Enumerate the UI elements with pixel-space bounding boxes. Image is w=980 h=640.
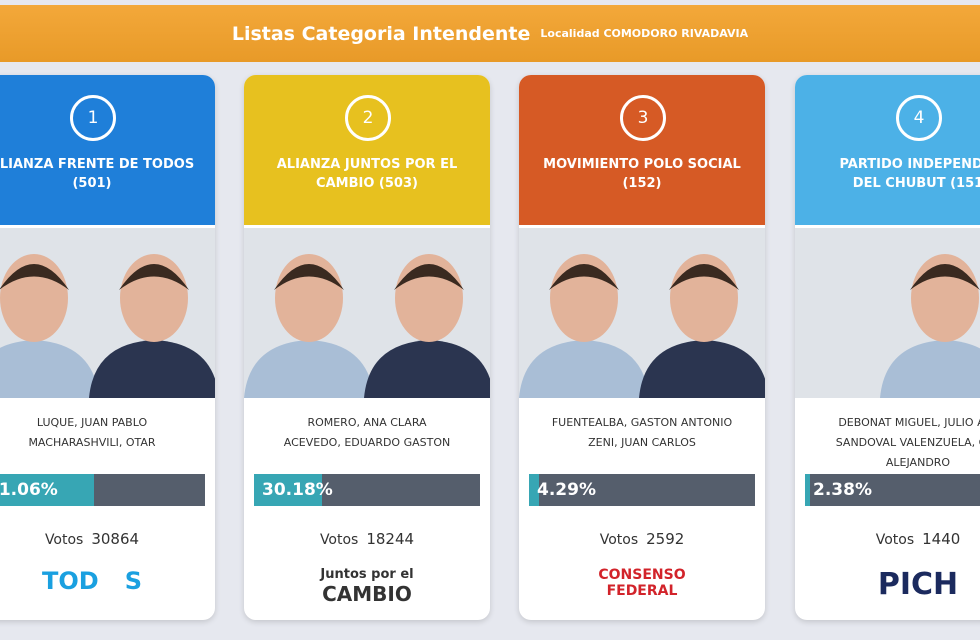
votes: Votos 18244 [244, 530, 490, 548]
votes: Votos 2592 [519, 530, 765, 548]
percent-fill [254, 474, 323, 506]
logo-text: CONSENSO [598, 567, 686, 583]
votes-label: Votos [319, 532, 359, 548]
candidate-name: ACEVEDO, EDUARDO GASTON [283, 436, 451, 449]
header-locality: Localidad COMODORO RIVADAVIA [540, 27, 749, 40]
person-hair [274, 264, 344, 290]
candidate-name: MACHARASHVILI, OTAR [28, 436, 156, 449]
party-line: ALIANZA JUNTOS POR EL [276, 157, 458, 172]
percent-bar: 2.38% [805, 474, 980, 506]
party-line: PARTIDO INDEPENDIE [839, 157, 980, 172]
party-line: (501) [72, 176, 112, 191]
party-logo: Juntos por el CAMBIO [244, 567, 490, 606]
person-body [244, 340, 374, 398]
party-line: (152) [622, 176, 662, 191]
person-body [639, 340, 765, 398]
votes-label: Votos [44, 532, 84, 548]
person-body [364, 340, 490, 398]
logo-text: PICH [877, 567, 959, 602]
party-logo: PICH [795, 567, 980, 602]
percent-label: 30.18% [262, 480, 333, 500]
candidate-name: ROMERO, ANA CLARA [307, 416, 427, 429]
list-number: 3 [620, 95, 666, 141]
person-hair [549, 264, 619, 290]
party-name: MOVIMIENTO POLO SOCIAL (152) [519, 155, 765, 193]
percent-label: 51.06% [0, 480, 58, 500]
votes-count: 30864 [91, 530, 140, 548]
logo-text: TOD [42, 567, 99, 595]
candidates: ROMERO, ANA CLARA ACEVEDO, EDUARDO GASTON [244, 413, 490, 453]
candidate-photo [244, 228, 490, 398]
candidate-photo [795, 228, 980, 398]
logo-text: Juntos por el [320, 567, 414, 582]
card-header: 3 MOVIMIENTO POLO SOCIAL (152) [519, 75, 765, 225]
party-logo: CONSENSO FEDERAL [519, 567, 765, 599]
party-line: ALIANZA FRENTE DE TODOS [0, 157, 195, 172]
card-header: 4 PARTIDO INDEPENDIE DEL CHUBUT (151 [795, 75, 980, 225]
candidate-name: DEBONAT MIGUEL, JULIO ALE [838, 416, 980, 429]
header: Listas Categoria Intendente Localidad CO… [0, 5, 980, 62]
percent-bar: 4.29% [529, 474, 755, 506]
percent-label: 2.38% [813, 480, 872, 500]
logo-text: CAMBIO [322, 582, 412, 606]
candidate-name: SANDOVAL VALENZUELA, CLA [835, 436, 980, 449]
person-body [519, 340, 649, 398]
card-header: 2 ALIANZA JUNTOS POR EL CAMBIO (503) [244, 75, 490, 225]
person-hair [394, 264, 464, 290]
list-number: 4 [896, 95, 942, 141]
candidate-photo [0, 228, 215, 398]
candidates: FUENTEALBA, GASTON ANTONIO ZENI, JUAN CAR… [519, 413, 765, 453]
card-header: 1 ALIANZA FRENTE DE TODOS (501) [0, 75, 215, 225]
votes-label: Votos [875, 532, 915, 548]
percent-fill [805, 474, 811, 506]
percent-bar: 30.18% [254, 474, 480, 506]
list-number: 1 [70, 95, 116, 141]
party-line: MOVIMIENTO POLO SOCIAL [543, 157, 741, 172]
person-body [89, 340, 215, 398]
person-hair [910, 264, 980, 290]
party-name: PARTIDO INDEPENDIE DEL CHUBUT (151 [795, 155, 980, 193]
percent-bar: 51.06% [0, 474, 205, 506]
person-hair [119, 264, 189, 290]
header-title: Listas Categoria Intendente [231, 22, 531, 45]
list-number: 2 [345, 95, 391, 141]
logo-text: S [124, 567, 142, 595]
votes-count: 2592 [646, 530, 685, 548]
party-line: CAMBIO (503) [316, 176, 418, 191]
votes: Votos 30864 [0, 530, 215, 548]
votes-count: 1440 [922, 530, 961, 548]
percent-fill [529, 474, 539, 506]
percent-fill [0, 474, 95, 506]
result-card: 1 ALIANZA FRENTE DE TODOS (501) LUQUE, JUAN… [0, 75, 215, 620]
candidate-name: LUQUE, JUAN PABLO [36, 416, 148, 429]
party-line: DEL CHUBUT (151 [852, 176, 980, 191]
candidate-name: ZENI, JUAN CARLOS [588, 436, 696, 449]
party-name: ALIANZA JUNTOS POR EL CAMBIO (503) [244, 155, 490, 193]
candidate-name: ALEJANDRO [885, 456, 951, 469]
percent-label: 4.29% [537, 480, 596, 500]
person-hair [0, 264, 69, 290]
logo-text: FEDERAL [606, 583, 678, 599]
person-body [880, 340, 980, 398]
result-card: 3 MOVIMIENTO POLO SOCIAL (152) FUENTEALBA, … [519, 75, 765, 620]
party-name: ALIANZA FRENTE DE TODOS (501) [0, 155, 215, 193]
person-body [0, 340, 99, 398]
candidate-photo [519, 228, 765, 398]
result-card: 2 ALIANZA JUNTOS POR EL CAMBIO (503) ROMERO… [244, 75, 490, 620]
party-logo: TOD S [0, 567, 215, 595]
votes: Votos 1440 [795, 530, 980, 548]
votes-count: 18244 [366, 530, 415, 548]
result-card: 4 PARTIDO INDEPENDIE DEL CHUBUT (151 DEBONA… [795, 75, 980, 620]
candidate-name: FUENTEALBA, GASTON ANTONIO [551, 416, 733, 429]
candidates: LUQUE, JUAN PABLO MACHARASHVILI, OTAR [0, 413, 215, 453]
candidates: DEBONAT MIGUEL, JULIO ALE SANDOVAL VALENZ… [795, 413, 980, 473]
person-hair [669, 264, 739, 290]
votes-label: Votos [599, 532, 639, 548]
